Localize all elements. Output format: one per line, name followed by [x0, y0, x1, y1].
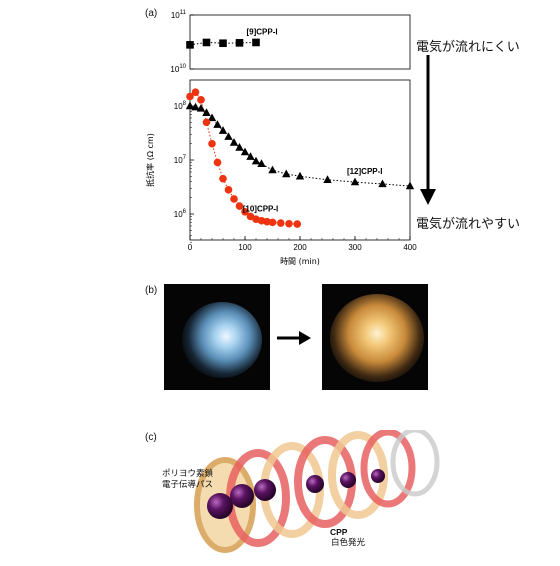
cpp-nanotube-illustration	[194, 430, 440, 553]
y-tick-label: 106	[174, 209, 187, 219]
caption-iodine-chain: ポリヨウ素鎖 電子伝導パス	[143, 469, 213, 491]
data-point-circle	[293, 220, 302, 228]
right-arrow-icon	[277, 331, 311, 345]
x-tick-label: 100	[238, 243, 252, 252]
iodine-chain	[207, 469, 385, 519]
y-tick-label: 1010	[170, 64, 186, 74]
x-tick-label: 0	[188, 243, 193, 252]
data-point-triangle	[251, 156, 261, 165]
series-label: [12]CPP-I	[347, 167, 383, 176]
data-point-circle	[276, 219, 285, 227]
data-point-triangle	[185, 101, 195, 110]
emission-image-after	[322, 284, 428, 390]
plot-text: 0 100 200 300 400 1011 1010 108 107 106 時間 (min) 抵抗…	[145, 10, 417, 266]
data-point-circle	[191, 88, 200, 97]
panel-label-a: (a)	[145, 8, 158, 19]
data-point-triangle	[229, 138, 239, 146]
series-label: [9]CPP-I	[247, 27, 278, 36]
y-axis-label: 抵抗率 (Ω cm)	[145, 133, 155, 187]
note-hard-to-conduct: 電気が流れにくい	[416, 40, 520, 55]
x-axis-label: 時間 (min)	[280, 257, 320, 266]
data-point-triangle	[350, 177, 360, 186]
data-point-square	[219, 39, 227, 48]
data-point-triangle	[235, 143, 244, 151]
y-tick-label: 108	[174, 101, 187, 111]
data-point-circle	[224, 186, 233, 194]
data-point-circle	[285, 219, 293, 228]
data-point-triangle	[207, 113, 217, 122]
data-point-circle	[202, 118, 211, 127]
data-point-circle	[230, 195, 238, 203]
data-point-triangle	[323, 175, 332, 183]
data-point-circle	[219, 174, 227, 183]
data-point-triangle	[224, 132, 233, 140]
data-point-triangle	[202, 108, 211, 116]
data-point-square	[202, 38, 211, 47]
data-point-triangle	[240, 147, 250, 156]
data-point-square	[186, 41, 194, 49]
emission-image-before	[164, 284, 270, 390]
data-point-circle	[268, 218, 277, 227]
data-point-circle	[241, 207, 249, 216]
caption-cpp: CPP	[330, 527, 348, 537]
series-line	[189, 41, 257, 46]
orange-glow	[330, 294, 424, 382]
data-point-circle	[197, 96, 205, 104]
data-point-triangle	[257, 159, 266, 168]
data-point-circle	[263, 217, 271, 226]
data-point-square	[235, 39, 244, 47]
series-label: [10]CPP-I	[243, 204, 279, 213]
down-arrow-icon	[420, 55, 436, 205]
resistivity-chart: 0 100 200 300 400 1011 1010 108 107 106 時間 (min) 抵抗…	[145, 10, 417, 266]
x-tick-label: 400	[403, 243, 417, 252]
caption-white-emission: 白色発光	[331, 538, 366, 548]
x-tick-label: 200	[293, 243, 307, 252]
data-point-triangle	[213, 120, 222, 128]
data-point-circle	[186, 92, 194, 101]
y-tick-label: 1011	[171, 10, 187, 20]
data-point-circle	[213, 158, 222, 167]
data-point-triangle	[218, 126, 228, 134]
data-point-triangle	[268, 165, 277, 174]
caption-iodine-chain-line2: 電子伝導パス	[161, 480, 213, 490]
note-easy-to-conduct: 電気が流れやすい	[416, 217, 521, 232]
data-point-triangle	[405, 181, 415, 190]
data-point-triangle	[282, 169, 291, 178]
data-point-triangle	[378, 179, 387, 188]
data-point-triangle	[295, 171, 305, 180]
data-point-triangle	[196, 103, 206, 112]
caption-iodine-chain-line1: ポリヨウ素鎖	[161, 469, 213, 479]
blue-glow	[182, 302, 262, 378]
data-point-triangle	[246, 152, 255, 160]
y-tick-label: 107	[174, 155, 187, 165]
plot-markers	[185, 38, 415, 228]
lower-plot-frame	[189, 79, 411, 241]
x-tick-label: 300	[348, 243, 362, 252]
data-point-square	[252, 38, 260, 47]
axis-break-gap	[187, 70, 413, 79]
data-point-circle	[235, 202, 244, 210]
plot-ticks	[189, 14, 411, 243]
panel-label-b: (b)	[145, 285, 158, 296]
panel-label-c: (c)	[145, 432, 157, 443]
data-point-circle	[208, 139, 216, 148]
data-point-triangle	[191, 102, 200, 111]
